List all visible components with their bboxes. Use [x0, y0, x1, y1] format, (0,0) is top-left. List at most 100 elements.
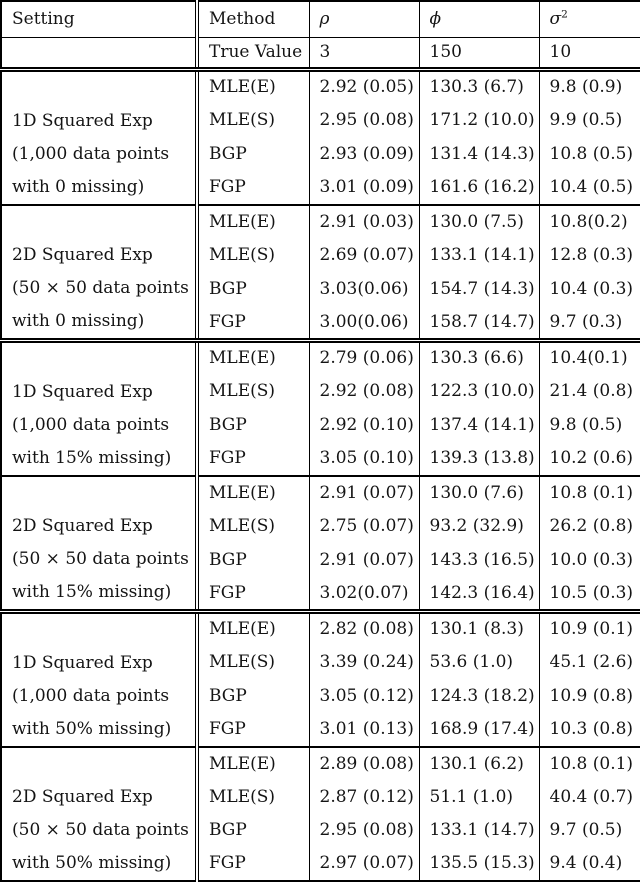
sigma2-cell: 9.7 (0.5) — [538, 813, 640, 847]
method-cell: MLE(S) — [196, 644, 310, 679]
method-cell: MLE(S) — [196, 102, 310, 137]
phi-cell: 135.5 (15.3) — [418, 847, 540, 881]
setting-cell: 1D Squared Exp (1,000 data points with 5… — [0, 611, 199, 748]
rho-cell: 2.79 (0.06) — [308, 340, 420, 374]
rho-cell: 2.97 (0.07) — [308, 847, 420, 881]
sigma2-cell: 10.4 (0.3) — [538, 272, 640, 307]
rho-cell: 2.92 (0.10) — [308, 407, 420, 442]
true-value-sigma2: 10 — [538, 37, 640, 72]
sigma2-cell: 10.0 (0.3) — [538, 543, 640, 578]
sigma2-cell: 10.4 (0.5) — [538, 170, 640, 206]
phi-cell: 130.3 (6.6) — [418, 340, 540, 374]
rho-cell: 2.95 (0.08) — [308, 102, 420, 137]
phi-cell: 139.3 (13.8) — [418, 441, 540, 477]
sigma2-cell: 10.8 (0.1) — [538, 475, 640, 510]
setting-cell: 2D Squared Exp (50 × 50 data points with… — [0, 746, 199, 881]
rho-cell: 3.01 (0.13) — [308, 712, 420, 748]
method-cell: MLE(E) — [196, 69, 310, 103]
sigma2-cell: 10.8 (0.1) — [538, 746, 640, 780]
phi-cell: 133.1 (14.1) — [418, 238, 540, 273]
phi-cell: 154.7 (14.3) — [418, 272, 540, 307]
setting-line: 2D Squared Exp — [12, 245, 153, 265]
setting-line: with 15% missing) — [12, 582, 172, 602]
rho-cell: 3.01 (0.09) — [308, 170, 420, 206]
method-cell: FGP — [196, 847, 310, 881]
setting-line: with 50% missing) — [12, 719, 172, 739]
setting-line: 1D Squared Exp — [12, 382, 153, 402]
phi-cell: 130.0 (7.5) — [418, 204, 540, 239]
phi-cell: 124.3 (18.2) — [418, 678, 540, 713]
sigma2-cell: 10.4(0.1) — [538, 340, 640, 374]
rho-cell: 2.95 (0.08) — [308, 813, 420, 847]
phi-cell: 130.1 (8.3) — [418, 611, 540, 645]
method-cell: MLE(S) — [196, 238, 310, 273]
column-header-sigma2: σ2 — [538, 1, 640, 38]
method-cell: FGP — [196, 306, 310, 343]
method-cell: MLE(E) — [196, 340, 310, 374]
rho-cell: 2.75 (0.07) — [308, 509, 420, 544]
sigma2-cell: 9.4 (0.4) — [538, 847, 640, 881]
sigma2-cell: 10.8 (0.5) — [538, 136, 640, 171]
rho-cell: 3.02(0.07) — [308, 577, 420, 614]
sigma-exponent: 2 — [561, 8, 568, 21]
method-cell: FGP — [196, 441, 310, 477]
method-cell: FGP — [196, 577, 310, 614]
phi-cell: 131.4 (14.3) — [418, 136, 540, 171]
rho-cell: 2.87 (0.12) — [308, 780, 420, 814]
sigma2-cell: 10.5 (0.3) — [538, 577, 640, 614]
rho-cell: 2.92 (0.08) — [308, 373, 420, 408]
method-cell: BGP — [196, 678, 310, 713]
method-cell: MLE(E) — [196, 204, 310, 239]
setting-line: (50 × 50 data points — [12, 278, 189, 298]
sigma2-cell: 10.2 (0.6) — [538, 441, 640, 477]
phi-cell: 93.2 (32.9) — [418, 509, 540, 544]
setting-line: with 0 missing) — [12, 311, 145, 331]
method-cell: BGP — [196, 272, 310, 307]
setting-cell: 1D Squared Exp (1,000 data points with 0… — [0, 69, 199, 206]
method-cell: BGP — [196, 407, 310, 442]
phi-cell: 122.3 (10.0) — [418, 373, 540, 408]
rho-cell: 2.91 (0.03) — [308, 204, 420, 239]
sigma2-cell: 10.3 (0.8) — [538, 712, 640, 748]
phi-cell: 137.4 (14.1) — [418, 407, 540, 442]
setting-line: with 15% missing) — [12, 448, 172, 468]
phi-cell: 51.1 (1.0) — [418, 780, 540, 814]
phi-symbol: ϕ — [429, 9, 442, 30]
rho-symbol: ρ — [319, 9, 330, 30]
rho-cell: 2.69 (0.07) — [308, 238, 420, 273]
phi-cell: 142.3 (16.4) — [418, 577, 540, 614]
setting-line: (1,000 data points — [12, 415, 170, 435]
true-value-rho: 3 — [308, 37, 420, 72]
phi-cell: 53.6 (1.0) — [418, 644, 540, 679]
method-cell: MLE(E) — [196, 746, 310, 780]
sigma2-cell: 10.9 (0.8) — [538, 678, 640, 713]
true-value-label: True Value — [196, 37, 310, 72]
sigma2-cell: 9.9 (0.5) — [538, 102, 640, 137]
setting-line: 2D Squared Exp — [12, 787, 153, 807]
phi-cell: 171.2 (10.0) — [418, 102, 540, 137]
sigma2-cell: 21.4 (0.8) — [538, 373, 640, 408]
sigma2-cell: 12.8 (0.3) — [538, 238, 640, 273]
method-cell: FGP — [196, 170, 310, 206]
rho-cell: 3.05 (0.10) — [308, 441, 420, 477]
rho-cell: 3.03(0.06) — [308, 272, 420, 307]
rho-cell: 2.93 (0.09) — [308, 136, 420, 171]
phi-cell: 161.6 (16.2) — [418, 170, 540, 206]
setting-line: (1,000 data points — [12, 144, 170, 164]
method-cell: BGP — [196, 813, 310, 847]
column-header-rho: ρ — [308, 1, 420, 38]
rho-cell: 3.05 (0.12) — [308, 678, 420, 713]
rho-cell: 2.89 (0.08) — [308, 746, 420, 780]
method-cell: MLE(E) — [196, 475, 310, 510]
setting-line: 1D Squared Exp — [12, 653, 153, 673]
sigma2-cell: 10.9 (0.1) — [538, 611, 640, 645]
method-cell: MLE(S) — [196, 373, 310, 408]
setting-line: (50 × 50 data points — [12, 549, 189, 569]
setting-line: (50 × 50 data points — [12, 820, 189, 840]
setting-cell: 2D Squared Exp (50 × 50 data points with… — [0, 475, 199, 614]
method-cell: MLE(S) — [196, 509, 310, 544]
phi-cell: 143.3 (16.5) — [418, 543, 540, 578]
setting-line: 1D Squared Exp — [12, 111, 153, 131]
column-header-setting: Setting — [0, 1, 199, 38]
